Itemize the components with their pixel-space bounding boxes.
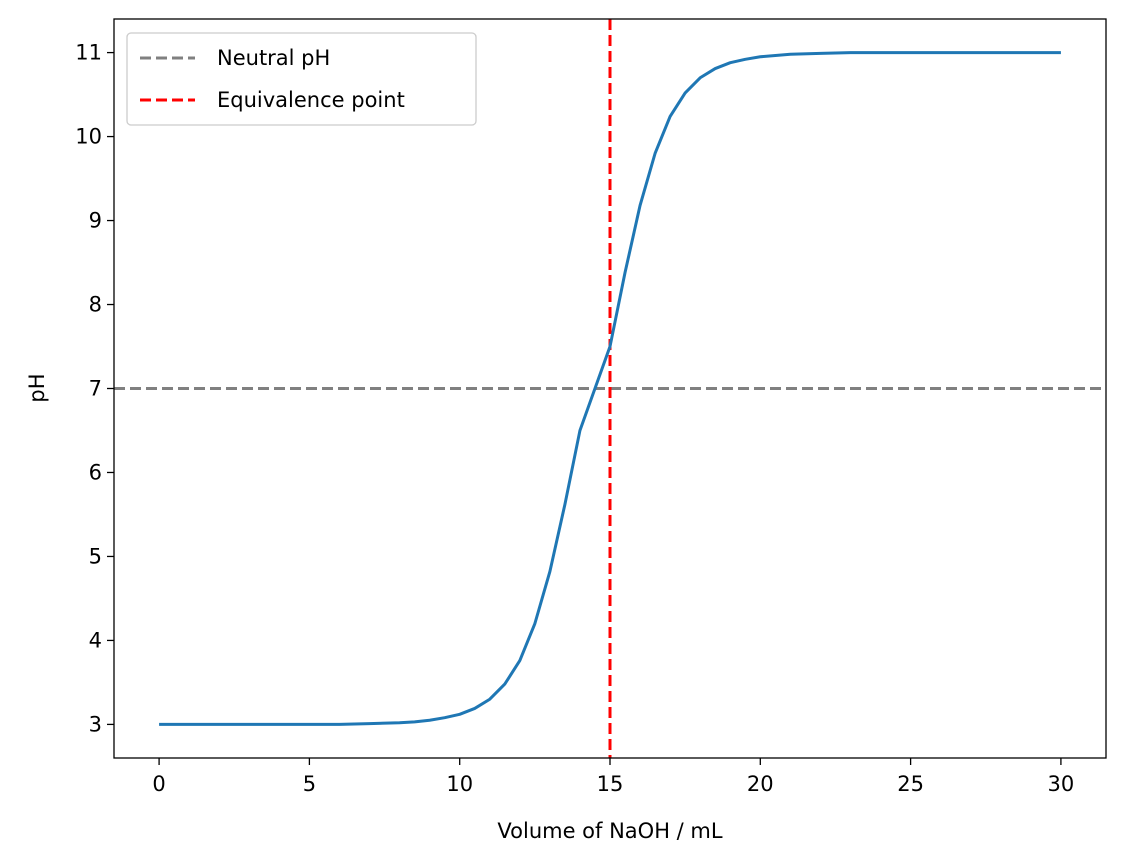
- y-tick-label: 5: [89, 544, 102, 568]
- x-tick-label: 0: [152, 772, 165, 796]
- legend-box: [126, 32, 477, 126]
- x-tick-label: 15: [597, 772, 624, 796]
- legend-label: Equivalence point: [217, 88, 405, 112]
- y-tick-label: 10: [75, 125, 102, 149]
- x-tick-label: 25: [897, 772, 924, 796]
- legend-label: Neutral pH: [217, 46, 330, 70]
- x-tick-label: 10: [446, 772, 473, 796]
- y-tick-label: 3: [89, 712, 102, 736]
- x-tick-label: 5: [303, 772, 316, 796]
- ph-curve: [159, 51, 1061, 726]
- y-tick-label: 6: [89, 460, 102, 484]
- axis-ticks: 0 5 10 15 20 25 30 3 4 5 6 7 8 9 10 11: [75, 41, 1074, 796]
- y-tick-label: 8: [89, 293, 102, 317]
- x-tick-label: 30: [1048, 772, 1075, 796]
- y-tick-label: 11: [75, 41, 102, 65]
- y-axis-label: pH: [25, 373, 49, 402]
- x-axis-label: Volume of NaOH / mL: [497, 819, 722, 843]
- legend: Neutral pH Equivalence point: [126, 32, 477, 126]
- y-tick-label: 9: [89, 209, 102, 233]
- plot-area: [114, 19, 1106, 758]
- y-tick-label: 4: [89, 628, 102, 652]
- x-tick-label: 20: [747, 772, 774, 796]
- axes-frame: [113, 18, 1107, 759]
- y-tick-label: 7: [89, 377, 102, 401]
